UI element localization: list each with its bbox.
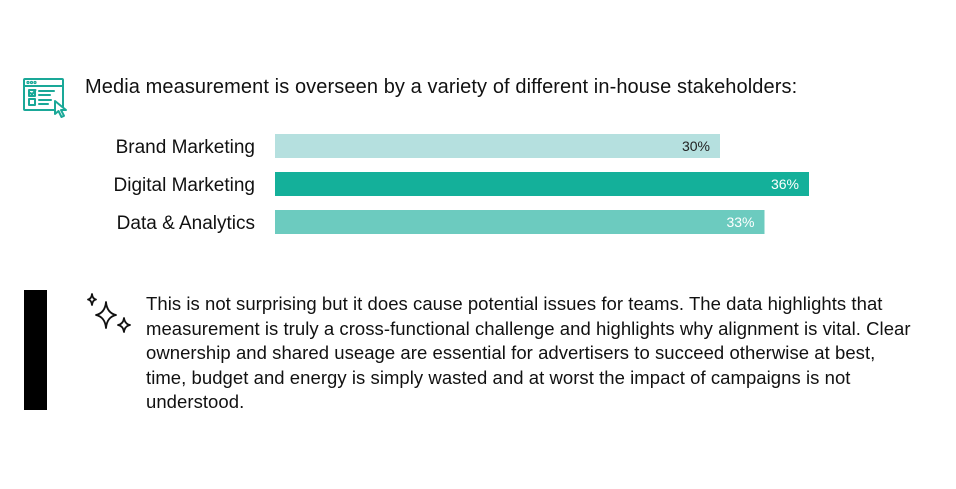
category-label-digital-marketing: Digital Marketing [114, 175, 256, 196]
note-line: This is not surprising but it does cause… [146, 293, 883, 314]
sparkle-icon [87, 293, 131, 333]
insight-note: This is not surprising but it does cause… [146, 292, 946, 415]
stakeholders-bar-chart: Brand Marketing 30% Digital Marketing 36% Da… [114, 134, 809, 234]
note-line: ownership and shared useage are essentia… [146, 342, 876, 364]
bar-brand-marketing [275, 134, 720, 158]
category-label-data-analytics: Data & Analytics [117, 213, 255, 234]
bar-data-analytics [275, 210, 765, 234]
value-label-digital-marketing: 36% [771, 176, 799, 192]
sidebar-accent-bar [24, 290, 47, 410]
page-heading: Media measurement is overseen by a varie… [85, 76, 798, 98]
note-line: measurement is truly a cross-functional … [146, 317, 911, 339]
value-label-brand-marketing: 30% [682, 138, 710, 154]
note-line: understood. [146, 391, 245, 413]
value-label-data-analytics: 33% [726, 214, 754, 230]
category-label-brand-marketing: Brand Marketing [116, 137, 255, 158]
note-line: time, budget and energy is simply wasted… [146, 366, 851, 388]
checklist-form-icon [23, 78, 67, 118]
bar-digital-marketing [275, 172, 809, 196]
